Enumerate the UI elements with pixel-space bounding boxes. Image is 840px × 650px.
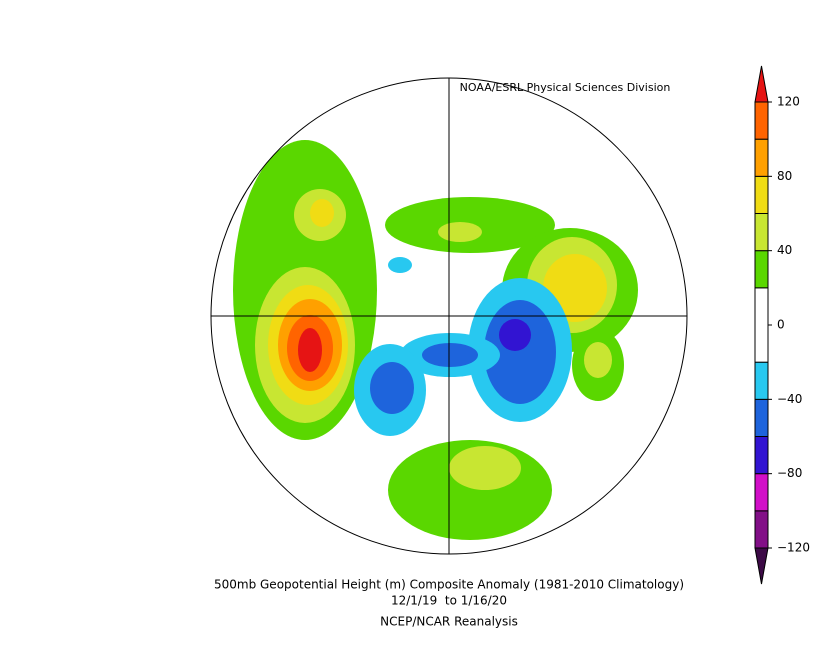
colorbar-box xyxy=(754,436,769,475)
colorbar-label: 120 xyxy=(777,95,800,109)
anomaly-field xyxy=(233,140,638,540)
colorbar-box xyxy=(754,510,769,549)
colorbar-label: 0 xyxy=(777,318,785,332)
colorbar-box xyxy=(754,287,769,363)
credit: NOAA/ESRL Physical Sciences Division xyxy=(460,81,671,94)
colorbar-box xyxy=(754,138,769,177)
colorbar-under xyxy=(754,547,769,585)
data-source: NCEP/NCAR Reanalysis xyxy=(380,615,518,629)
colorbar-box xyxy=(754,213,769,252)
colorbar-over xyxy=(754,65,769,103)
colorbar-box xyxy=(754,250,769,289)
colorbar-label: 40 xyxy=(777,243,792,257)
colorbar-label: −80 xyxy=(777,466,802,480)
colorbar-label: −40 xyxy=(777,392,802,406)
colorbar: −120 −80 −40 0 40 80 120 xyxy=(754,65,810,585)
colorbar-box xyxy=(754,398,769,438)
colorbar-box xyxy=(754,361,769,400)
colorbar-label: 80 xyxy=(777,169,792,183)
map xyxy=(210,77,688,555)
colorbar-box xyxy=(754,101,769,140)
date-range: 12/1/19 to 1/16/20 xyxy=(391,594,507,608)
map-title: 500mb Geopotential Height (m) Composite … xyxy=(214,578,684,592)
colorbar-box xyxy=(754,473,769,512)
colorbar-label: −120 xyxy=(777,541,810,555)
colorbar-box xyxy=(754,175,769,214)
